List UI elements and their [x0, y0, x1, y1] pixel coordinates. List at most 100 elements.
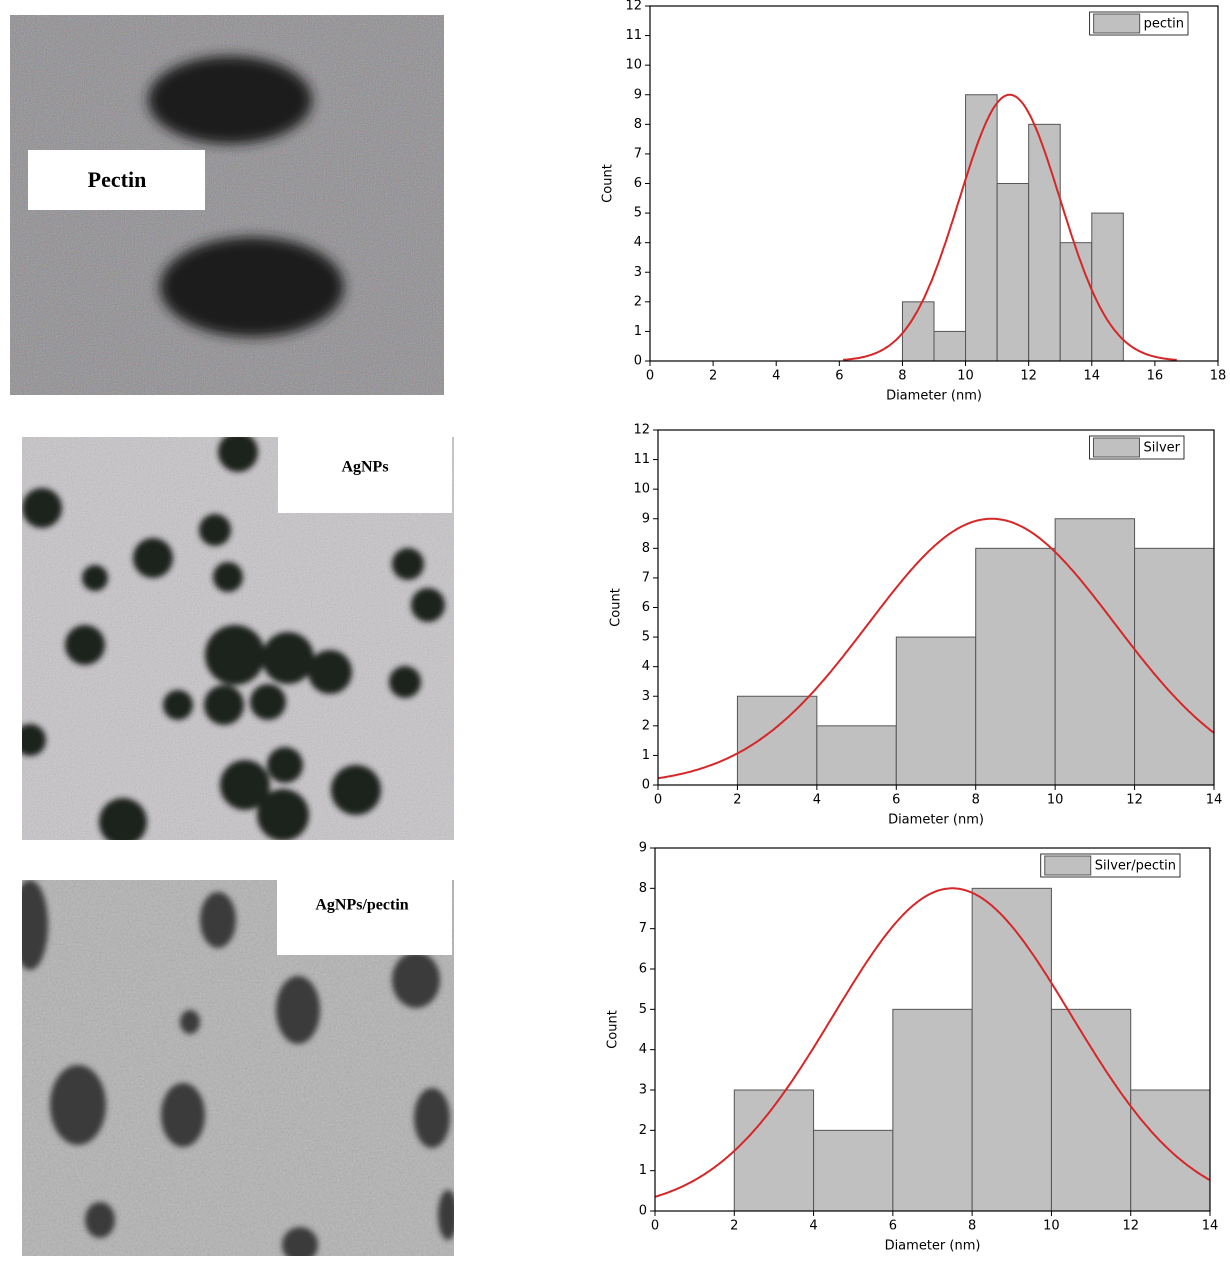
y-tick-label: 0	[634, 354, 642, 369]
y-tick-label: 8	[639, 881, 647, 896]
y-tick-label: 3	[634, 265, 642, 280]
bar	[971, 887, 1052, 1212]
x-tick-label: 8	[972, 793, 980, 808]
y-axis-title: Count	[601, 164, 616, 203]
fit-curve	[842, 93, 1177, 361]
y-tick-label: 6	[634, 176, 642, 191]
y-tick-label: 1	[639, 1163, 647, 1178]
legend-swatch	[1092, 437, 1140, 458]
legend-label: Silver/pectin	[1095, 859, 1176, 874]
y-tick-label: 7	[634, 146, 642, 161]
y-tick-label: 11	[625, 28, 642, 43]
bar	[933, 330, 967, 362]
x-tick-label: 0	[646, 369, 654, 384]
x-axis-title: Diameter (nm)	[886, 389, 982, 404]
x-tick-label: 14	[1202, 1219, 1219, 1234]
bar	[736, 695, 818, 786]
x-axis-title: Diameter (nm)	[885, 1239, 981, 1254]
image-label: AgNPs/pectin	[315, 897, 408, 914]
image-label: AgNPs	[341, 459, 388, 476]
tem-image-agnps-pectin: AgNPs/pectin	[22, 880, 454, 1256]
y-tick-label: 12	[633, 423, 650, 438]
bar	[813, 1129, 894, 1212]
legend: Silver	[1089, 435, 1185, 460]
tem-image-pectin: Pectin	[10, 15, 444, 395]
plot-frame	[654, 847, 1211, 1212]
fit-curve	[654, 887, 1211, 1198]
x-tick-label: 18	[1210, 369, 1227, 384]
x-tick-label: 10	[957, 369, 974, 384]
y-tick-label: 6	[642, 600, 650, 615]
bar	[1134, 547, 1215, 786]
legend-label: pectin	[1144, 17, 1184, 32]
y-tick-label: 5	[642, 630, 650, 645]
x-tick-label: 6	[835, 369, 843, 384]
y-tick-label: 3	[642, 689, 650, 704]
x-tick-label: 12	[1020, 369, 1037, 384]
x-tick-label: 8	[968, 1219, 976, 1234]
bar	[1059, 242, 1093, 362]
legend: Silver/pectin	[1040, 853, 1181, 878]
x-tick-label: 2	[733, 793, 741, 808]
x-tick-label: 4	[772, 369, 780, 384]
bar	[996, 183, 1030, 362]
x-tick-label: 10	[1043, 1219, 1060, 1234]
bar	[895, 636, 977, 786]
y-tick-label: 8	[634, 117, 642, 132]
y-tick-label: 9	[642, 511, 650, 526]
legend-swatch	[1044, 855, 1092, 876]
x-tick-label: 6	[892, 793, 900, 808]
x-tick-label: 14	[1206, 793, 1223, 808]
y-tick-label: 2	[642, 718, 650, 733]
y-tick-label: 2	[639, 1123, 647, 1138]
x-tick-label: 6	[889, 1219, 897, 1234]
y-tick-label: 8	[642, 541, 650, 556]
y-tick-label: 1	[634, 324, 642, 339]
y-axis-title: Count	[606, 1010, 621, 1049]
legend: pectin	[1089, 11, 1189, 36]
bar	[892, 1008, 973, 1212]
legend-swatch	[1093, 13, 1141, 34]
chart: 0 2 4 6 8 10 12 14 16 180123456789101112Diameter …	[601, 0, 1227, 404]
y-tick-label: 4	[642, 659, 650, 674]
tem-image-agnps: AgNPs	[22, 437, 454, 840]
bar	[1091, 212, 1124, 362]
y-tick-label: 1	[642, 748, 650, 763]
image-label: Pectin	[88, 167, 147, 192]
x-tick-label: 10	[1047, 793, 1064, 808]
y-tick-label: 4	[634, 235, 642, 250]
y-tick-label: 10	[633, 482, 650, 497]
y-tick-label: 11	[633, 452, 650, 467]
x-tick-label: 16	[1147, 369, 1164, 384]
fit-curve	[657, 517, 1215, 780]
y-axis-title: Count	[609, 588, 624, 627]
bar	[1054, 518, 1136, 786]
bar	[901, 301, 935, 362]
y-tick-label: 7	[639, 921, 647, 936]
x-tick-label: 4	[809, 1219, 817, 1234]
y-tick-label: 2	[634, 294, 642, 309]
x-tick-label: 12	[1122, 1219, 1139, 1234]
x-tick-label: 2	[730, 1219, 738, 1234]
x-axis-title: Diameter (nm)	[888, 813, 984, 828]
y-tick-label: 9	[634, 87, 642, 102]
y-tick-label: 9	[639, 841, 647, 856]
legend-label: Silver	[1143, 441, 1180, 456]
x-tick-label: 12	[1126, 793, 1143, 808]
x-tick-label: 0	[651, 1219, 659, 1234]
x-tick-label: 8	[898, 369, 906, 384]
y-tick-label: 7	[642, 570, 650, 585]
y-tick-label: 3	[639, 1083, 647, 1098]
y-tick-label: 5	[634, 206, 642, 221]
bar	[975, 547, 1056, 786]
y-tick-label: 12	[625, 0, 642, 14]
x-tick-label: 4	[813, 793, 821, 808]
bar	[733, 1089, 815, 1212]
y-tick-label: 0	[642, 778, 650, 793]
bar	[1028, 123, 1061, 362]
y-tick-label: 10	[625, 58, 642, 73]
